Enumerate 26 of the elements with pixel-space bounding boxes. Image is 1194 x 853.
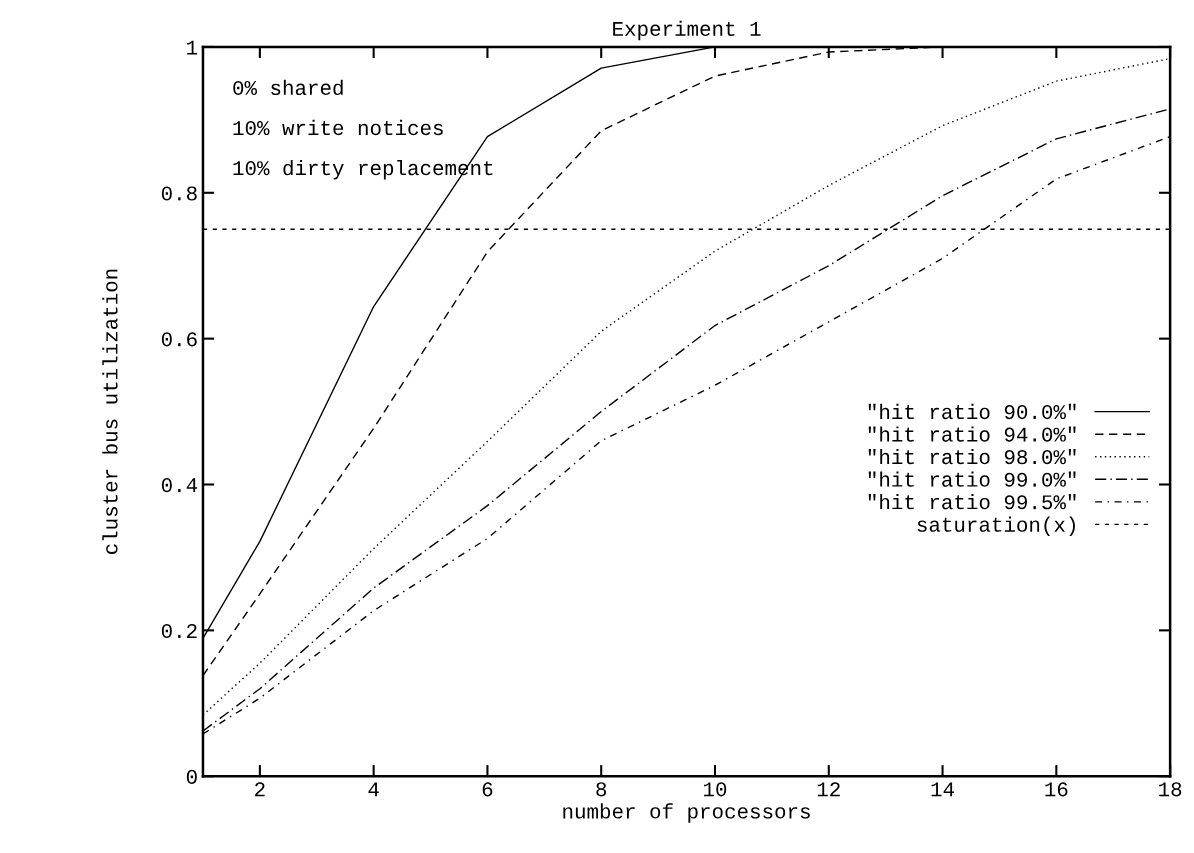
- x-tick-label: 10: [704, 782, 727, 797]
- legend-label: saturation(x): [917, 516, 1075, 536]
- x-tick-label: 18: [1159, 782, 1182, 797]
- x-tick-label: 14: [931, 782, 954, 797]
- chart-title: Experiment 1: [613, 20, 761, 41]
- annotation: 0% shared: [233, 79, 343, 96]
- y-tick-label: 1: [187, 40, 198, 55]
- y-tick-label: 0.2: [161, 623, 197, 639]
- x-tick-label: 12: [817, 782, 840, 797]
- annotation: 10% write notices: [233, 119, 443, 136]
- x-tick-label: 16: [1045, 782, 1068, 797]
- legend-label: "hit ratio 99.0%": [868, 471, 1076, 487]
- x-axis-title: number of processors: [563, 803, 810, 823]
- x-tick-label: 6: [482, 782, 493, 797]
- legend-label: "hit ratio 94.0%": [868, 426, 1076, 442]
- x-tick-label: 8: [596, 782, 607, 797]
- legend-label: "hit ratio 99.5%": [868, 494, 1076, 510]
- legend-label: "hit ratio 90.0%": [868, 403, 1076, 420]
- y-axis-title: cluster bus utilization: [102, 269, 118, 555]
- y-tick-label: 0.8: [161, 186, 197, 201]
- legend-label: "hit ratio 98.0%": [868, 448, 1076, 465]
- x-tick-label: 4: [368, 782, 379, 797]
- y-tick-label: 0.6: [161, 332, 197, 347]
- x-tick-label: 2: [255, 782, 265, 797]
- y-tick-label: 0.4: [161, 478, 198, 493]
- y-tick-label: 0: [186, 769, 197, 784]
